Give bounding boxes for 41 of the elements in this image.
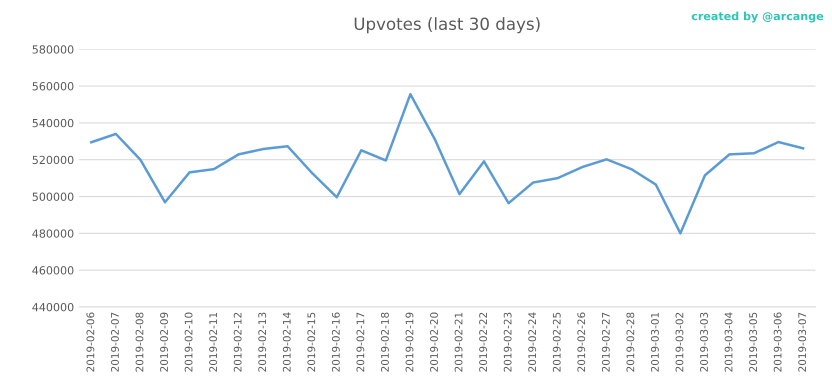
- y-tick-label: 540000: [32, 118, 74, 128]
- x-tick-label: 2019-02-08: [136, 312, 144, 372]
- x-tick-label: 2019-03-04: [724, 312, 732, 372]
- text: created by @arcange: [692, 12, 824, 22]
- y-tick-label: 440000: [32, 302, 74, 312]
- line-series: [90, 92, 804, 235]
- x-tick-label: 2019-03-03: [700, 312, 708, 372]
- chart-title: Upvotes (last 30 days): [354, 17, 540, 34]
- x-tick-label: 2019-02-12: [234, 312, 242, 372]
- x-tick-label: 2019-03-07: [798, 312, 806, 372]
- x-tick-label: 2019-02-06: [86, 312, 94, 372]
- y-tick-label: 520000: [32, 156, 74, 164]
- x-tick-label: 2019-02-11: [209, 312, 218, 372]
- y-tick-label: 580000: [32, 45, 74, 54]
- x-tick-label: 2019-02-20: [430, 312, 438, 372]
- x-tick-label: 2019-02-26: [577, 312, 586, 372]
- x-tick-label: 2019-02-13: [258, 312, 266, 372]
- x-tick-label: 2019-02-22: [479, 312, 488, 372]
- x-tick-label: 2019-02-15: [307, 312, 316, 372]
- x-tick-label: 2019-02-18: [380, 312, 389, 372]
- x-tick-label: 2019-02-24: [528, 312, 536, 372]
- x-tick-label: 2019-02-21: [454, 312, 462, 372]
- x-tick-label: 2019-02-10: [184, 312, 193, 372]
- x-tick-label: 2019-02-14: [282, 312, 291, 372]
- x-tick-label: 2019-02-23: [504, 312, 512, 372]
- x-tick-label: 2019-02-19: [406, 312, 414, 372]
- x-tick-label: 2019-03-05: [749, 312, 758, 372]
- y-tick-label: 460000: [32, 266, 74, 275]
- y-tick-label: 500000: [32, 192, 74, 201]
- y-tick-label: 560000: [32, 82, 74, 90]
- x-tick-label: 2019-02-28: [626, 312, 634, 372]
- y-tick-label: 480000: [32, 229, 74, 238]
- x-tick-label: 2019-03-06: [774, 312, 782, 372]
- x-tick-label: 2019-02-09: [160, 312, 168, 372]
- x-tick-label: 2019-02-07: [111, 312, 119, 372]
- x-tick-label: 2019-03-02: [676, 312, 684, 372]
- x-tick-label: 2019-02-27: [602, 312, 610, 372]
- x-tick-label: 2019-02-17: [356, 312, 364, 372]
- x-tick-label: 2019-03-01: [650, 312, 659, 372]
- x-tick-label: 2019-02-25: [552, 312, 561, 372]
- x-tick-label: 2019-02-16: [332, 312, 340, 372]
